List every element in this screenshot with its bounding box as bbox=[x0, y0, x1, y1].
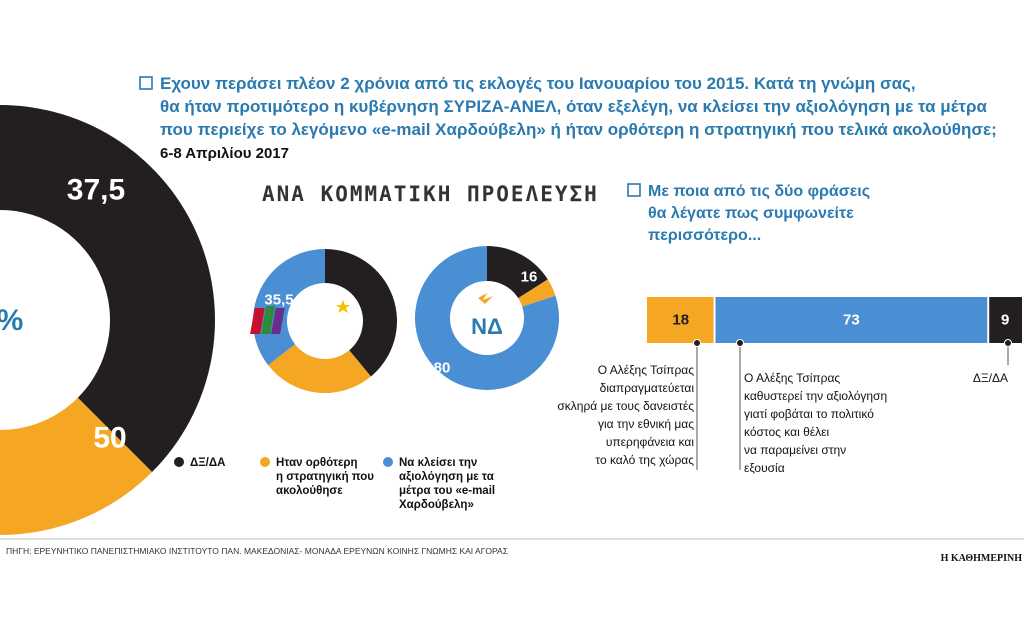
overall-value-label-2: 12,5 bbox=[131, 274, 189, 307]
overall-slice-1 bbox=[0, 105, 215, 473]
syriza-value-label-3: 35,5 bbox=[264, 292, 293, 309]
syriza-slice-2 bbox=[268, 344, 371, 394]
question2-line-2: θα λέγατε πως συμφωνείτε bbox=[648, 205, 854, 222]
question-line-3: που περιείχε το λεγόμενο «e-mail Χαρδούβ… bbox=[160, 120, 997, 139]
legend-label-strategy-1: Ηταν ορθότερη bbox=[276, 457, 358, 469]
bar-segment-2 bbox=[714, 297, 989, 343]
annotation-right-1: ΔΞ/ΔΑ bbox=[973, 371, 1008, 385]
legend-label-close-2: αξιολόγηση με τα bbox=[399, 471, 494, 483]
question2-line-3: περισσότερο... bbox=[648, 227, 761, 244]
nd-logo-text: ΝΔ bbox=[471, 314, 503, 339]
checkbox-icon bbox=[139, 76, 153, 90]
bar-value-label-3: 9 bbox=[1001, 312, 1009, 329]
annotation-middle-1: Ο Αλέξης Τσίπρας bbox=[744, 371, 840, 385]
annotation-middle-6: εξουσία bbox=[744, 461, 785, 475]
stacked-bar-chart: 18 73 9 bbox=[647, 297, 1022, 470]
syriza-slice-3 bbox=[252, 249, 325, 366]
legend-swatch-blue bbox=[383, 457, 393, 467]
syriza-donut-chart: 3925,535,5 bbox=[252, 249, 398, 394]
question2-line-1: Με ποια από τις δύο φράσεις bbox=[648, 183, 870, 200]
syriza-value-label-2: 25,5 bbox=[352, 274, 381, 291]
annotation-left-1: Ο Αλέξης Τσίπρας bbox=[598, 363, 694, 377]
leader-dot-3 bbox=[1004, 339, 1012, 347]
syriza-logo-icon bbox=[250, 298, 350, 344]
nd-value-label-1: 16 bbox=[521, 269, 538, 286]
leader-dot-2 bbox=[736, 339, 744, 347]
annotation-left-6: το καλό της χώρας bbox=[595, 453, 694, 467]
survey-date: 6-8 Απριλίου 2017 bbox=[160, 145, 289, 162]
bar-segment-3 bbox=[988, 297, 1022, 343]
legend-swatch-orange bbox=[260, 457, 270, 467]
legend-label-strategy-2: η στρατηγική που bbox=[276, 471, 374, 483]
overall-value-label-1: 37,5 bbox=[67, 174, 125, 207]
overall-slice-2 bbox=[0, 397, 153, 535]
annotation-middle-4: κόστος και θέλει bbox=[744, 425, 829, 439]
legend-label-close-3: μέτρα του «e-mail bbox=[399, 485, 495, 497]
annotation-left-2: διαπραγματεύεται bbox=[600, 381, 695, 395]
legend: ΔΞ/ΔΑ Ηταν ορθότερη η στρατηγική που ακο… bbox=[174, 457, 495, 511]
legend-label-close-4: Χαρδούβελη» bbox=[399, 499, 474, 511]
leader-dot-1 bbox=[693, 339, 701, 347]
overall-donut-chart: 37,5 12,5 50 bbox=[0, 105, 215, 535]
annotation-middle-2: καθυστερεί την αξιολόγηση bbox=[744, 389, 887, 403]
nd-logo-icon: ΝΔ bbox=[462, 293, 512, 343]
legend-swatch-black bbox=[174, 457, 184, 467]
nd-slice-3 bbox=[415, 245, 559, 390]
nd-value-label-3: 80 bbox=[434, 360, 451, 377]
nd-slice-2 bbox=[518, 279, 556, 307]
nd-value-label-2: 4 bbox=[493, 251, 502, 268]
bar-value-label-2: 73 bbox=[843, 312, 860, 329]
question-line-2: θα ήταν προτιμότερο η κυβέρνηση ΣΥΡΙΖΑ-Α… bbox=[160, 97, 987, 116]
legend-label-close-1: Να κλείσει την bbox=[399, 457, 477, 469]
bar-value-label-1: 18 bbox=[672, 312, 689, 329]
source-text: ΠΗΓΗ: ΕΡΕΥΝΗΤΙΚΟ ΠΑΝΕΠΙΣΤΗΜΙΑΚΟ ΙΝΣΤΙΤΟΥ… bbox=[6, 546, 508, 556]
subtitle: ΑΝΑ ΚΟΜΜΑΤΙΚΗ ΠΡΟΕΛΕΥΣΗ bbox=[262, 182, 599, 206]
legend-label-strategy-3: ακολούθησε bbox=[276, 485, 343, 497]
question-line-1: Εχουν περάσει πλέον 2 χρόνια από τις εκλ… bbox=[160, 74, 916, 93]
legend-label-dk: ΔΞ/ΔΑ bbox=[190, 457, 225, 469]
annotation-left-3: σκληρά με τους δανειστές bbox=[557, 399, 694, 413]
annotation-middle-5: να παραμείνει στην bbox=[744, 443, 846, 457]
annotation-left-4: για την εθνική μας bbox=[598, 417, 694, 431]
annotation-middle-3: γιατί φοβάται το πολιτικό bbox=[744, 407, 874, 421]
nd-donut-chart: 16 4 80 bbox=[415, 245, 559, 390]
percent-sign: % bbox=[0, 304, 23, 337]
annotation-left-5: υπερηφάνεια και bbox=[606, 435, 694, 449]
bar-segment-1 bbox=[647, 297, 715, 343]
overall-value-label-3: 50 bbox=[93, 422, 126, 455]
bar-annotations: Ο Αλέξης Τσίπρας διαπραγματεύεται σκληρά… bbox=[557, 363, 1008, 475]
syriza-slice-1 bbox=[325, 249, 398, 377]
checkbox-icon bbox=[627, 183, 641, 197]
nd-slice-1 bbox=[487, 246, 548, 299]
brand-name: Η ΚΑΘΗΜΕΡΙΝΗ bbox=[941, 553, 1023, 564]
